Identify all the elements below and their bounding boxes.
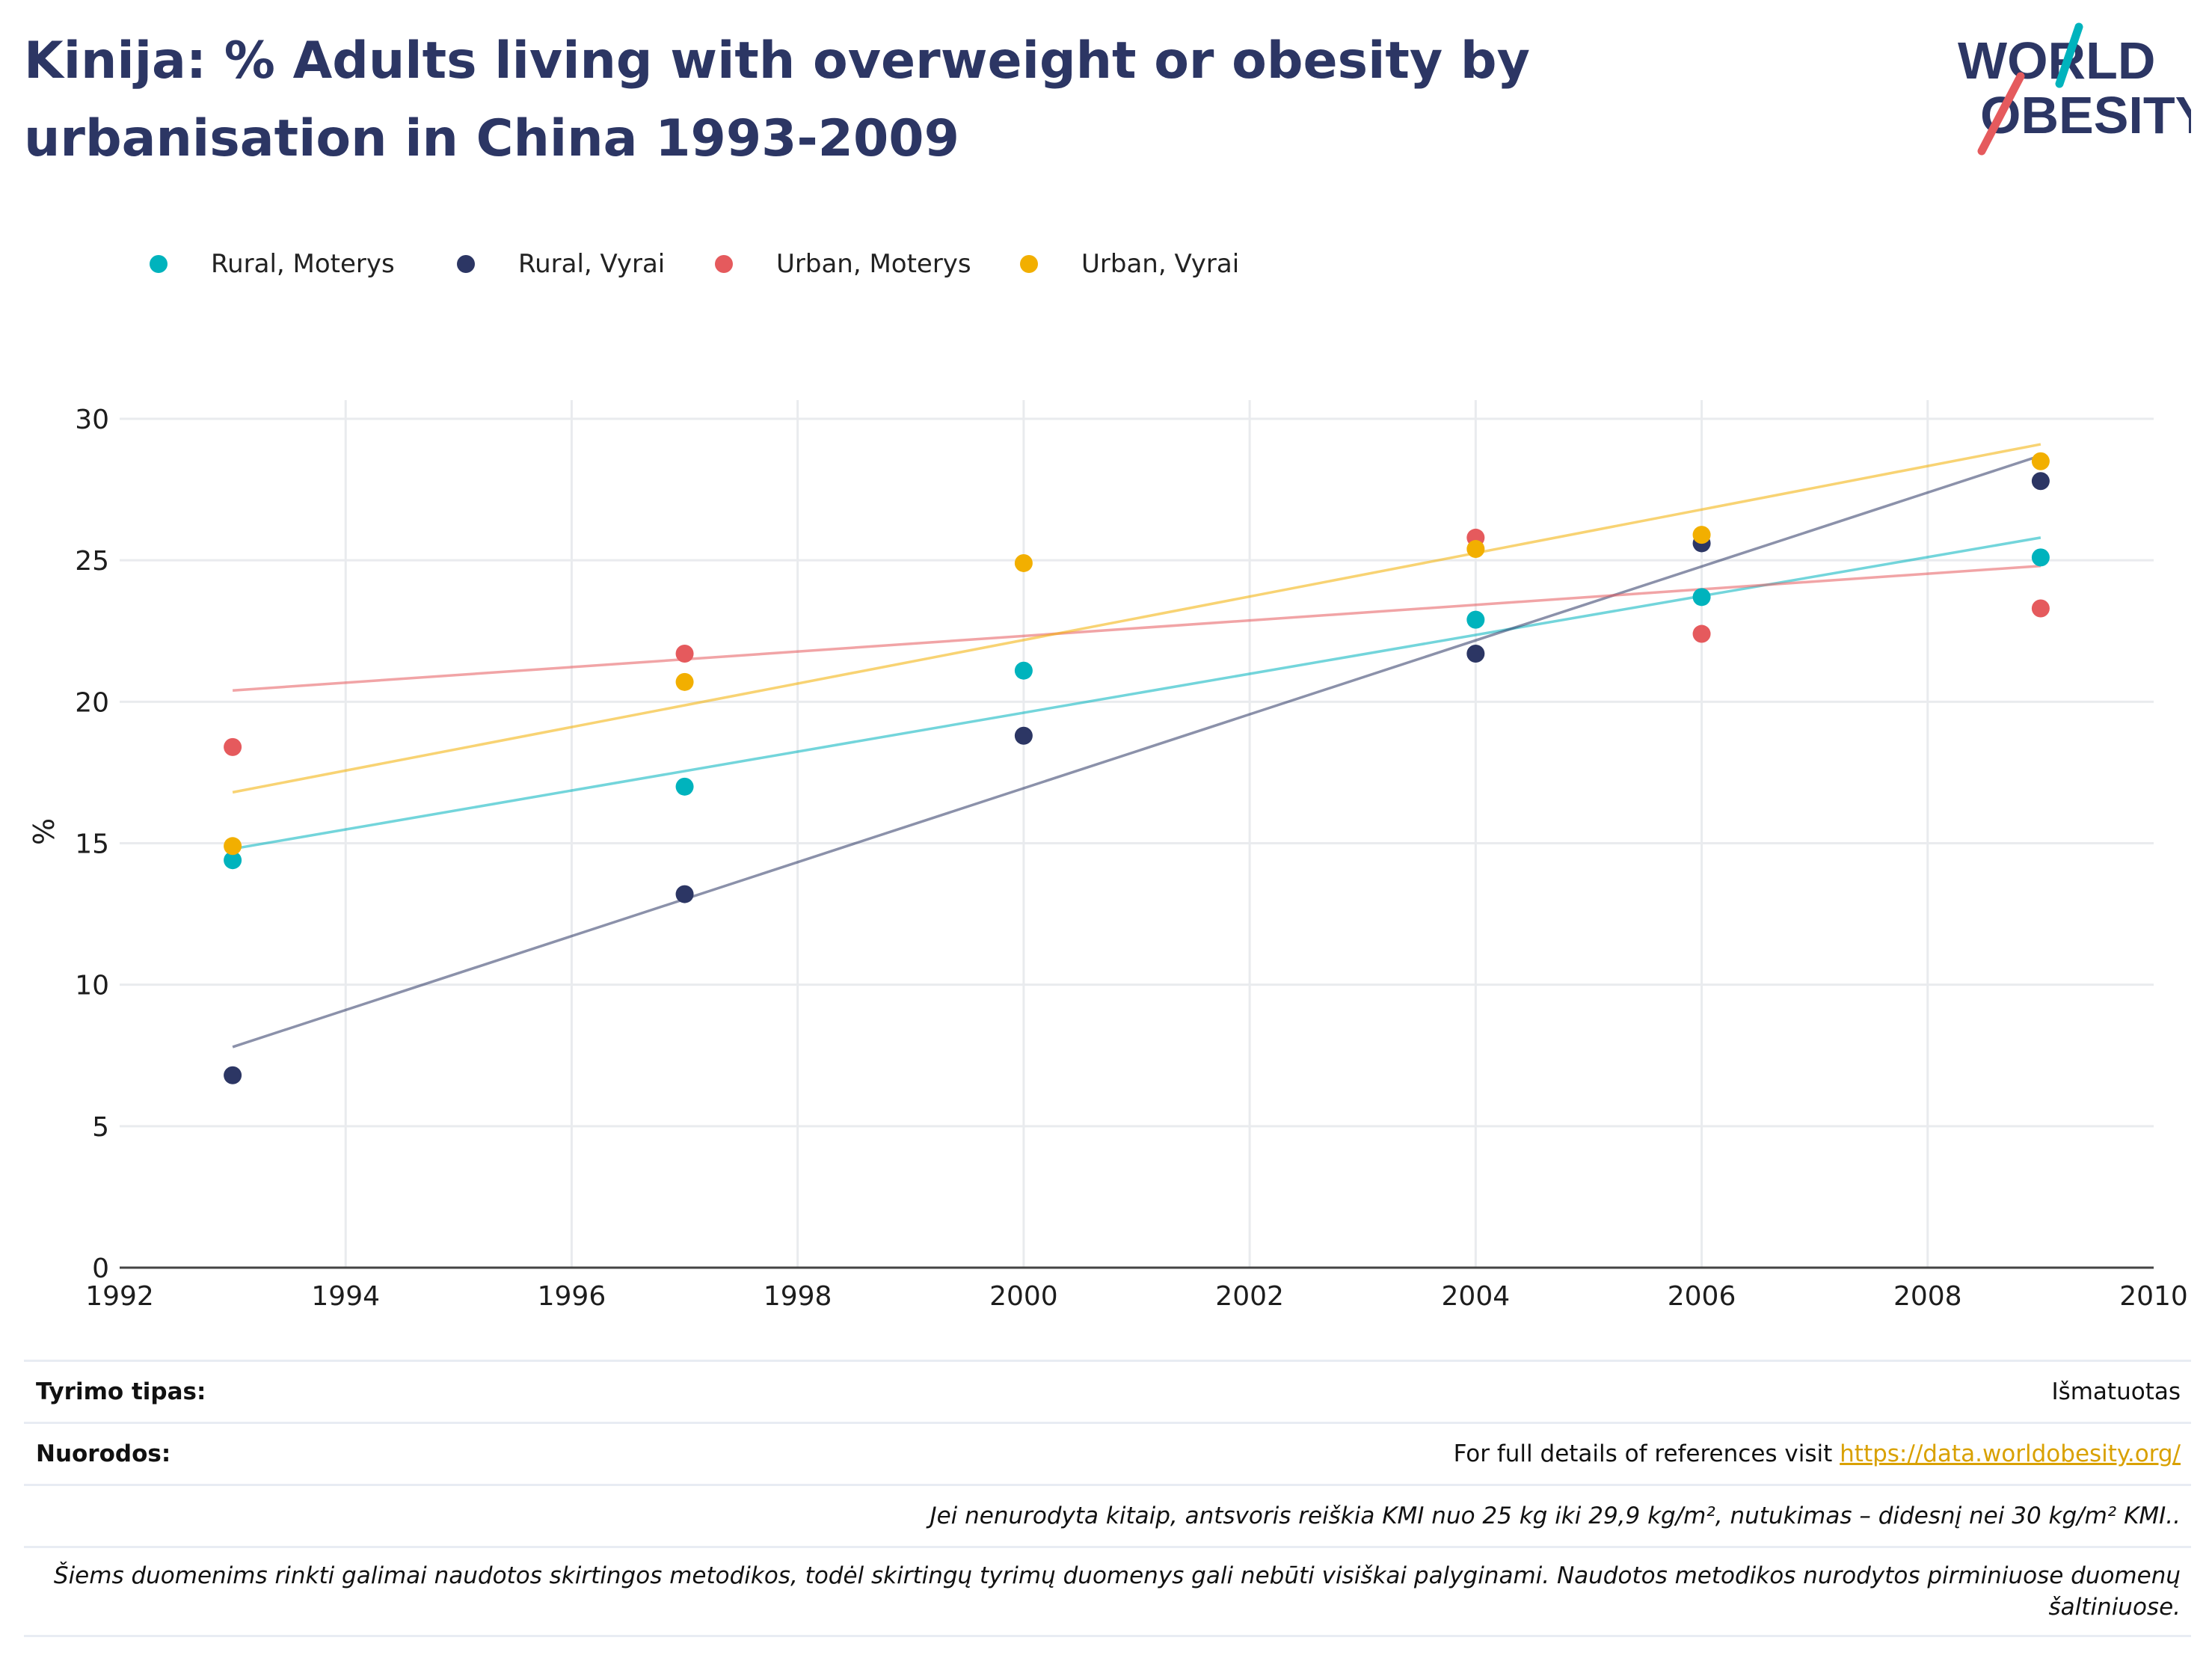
data-point[interactable] xyxy=(2031,548,2050,567)
data-point[interactable] xyxy=(1692,526,1711,544)
grid xyxy=(120,400,2154,1268)
x-tick-label: 2008 xyxy=(1893,1281,1962,1312)
methodology-note: Šiems duomenims rinkti galimai naudotos … xyxy=(24,1546,2191,1637)
metadata-table: Tyrimo tipas: Išmatuotas Nuorodos: For f… xyxy=(24,1360,2191,1637)
legend-swatch xyxy=(1020,255,1038,273)
trendlines xyxy=(232,443,2042,1049)
y-axis-title: % xyxy=(28,818,61,845)
trendline-3 xyxy=(232,443,2042,794)
definition-note: Jei nenurodyta kitaip, antsvoris reiškia… xyxy=(24,1484,2191,1546)
legend-label: Rural, Vyrai xyxy=(518,249,666,279)
data-point[interactable] xyxy=(1692,588,1711,607)
x-tick-label: 2010 xyxy=(2119,1281,2188,1312)
x-tick-label: 2002 xyxy=(1215,1281,1284,1312)
data-point[interactable] xyxy=(224,851,242,870)
y-tick-label: 5 xyxy=(92,1112,109,1143)
y-tick-label: 20 xyxy=(75,687,109,718)
references-text: For full details of references visit xyxy=(1453,1440,1840,1467)
y-tick-label: 15 xyxy=(75,829,109,860)
world-obesity-logo: WORLD OBESITY xyxy=(1958,22,2191,156)
x-tick-label: 1992 xyxy=(85,1281,154,1312)
trendline-0 xyxy=(232,536,2042,850)
data-point[interactable] xyxy=(224,837,242,856)
logo-line-2: OBESITY xyxy=(1980,86,2191,144)
legend-swatch xyxy=(715,255,733,273)
data-point[interactable] xyxy=(1692,624,1711,643)
data-point[interactable] xyxy=(675,672,694,691)
x-tick-label: 2004 xyxy=(1442,1281,1511,1312)
references-label: Nuorodos: xyxy=(36,1440,171,1467)
data-point[interactable] xyxy=(675,777,694,796)
logo-slash-red-icon xyxy=(1977,72,2025,156)
trendline-2 xyxy=(232,564,2042,692)
data-point[interactable] xyxy=(2031,452,2050,470)
legend-swatch xyxy=(150,255,168,273)
data-point[interactable] xyxy=(675,645,694,663)
logo-slash-teal-icon xyxy=(2055,22,2083,88)
data-point[interactable] xyxy=(1014,726,1033,745)
data-point[interactable] xyxy=(224,737,242,756)
trendline-1 xyxy=(232,454,2042,1049)
x-tick-label: 1996 xyxy=(538,1281,606,1312)
data-point[interactable] xyxy=(1014,553,1033,572)
data-point[interactable] xyxy=(2031,599,2050,618)
y-tick-label: 0 xyxy=(92,1253,109,1284)
y-tick-label: 30 xyxy=(75,405,109,435)
data-point[interactable] xyxy=(1466,610,1485,629)
references-link[interactable]: https://data.worldobesity.org/ xyxy=(1840,1440,2181,1467)
study-type-label: Tyrimo tipas: xyxy=(36,1378,206,1405)
x-tick-label: 2006 xyxy=(1668,1281,1736,1312)
axes: 1992 1994 1996 1998 2000 2002 2004 2006 2008 2010… xyxy=(75,405,2188,1312)
references-value: For full details of references visit htt… xyxy=(1454,1424,2181,1484)
y-tick-label: 25 xyxy=(75,546,109,577)
legend-label: Rural, Moterys xyxy=(211,249,395,279)
legend-label: Urban, Moterys xyxy=(776,249,971,279)
study-type-row: Tyrimo tipas: Išmatuotas xyxy=(24,1360,2191,1422)
legend-swatch xyxy=(457,255,475,273)
data-point[interactable] xyxy=(1466,540,1485,559)
data-point[interactable] xyxy=(1014,661,1033,680)
data-points xyxy=(224,452,2050,1084)
y-tick-label: 10 xyxy=(75,971,109,1001)
study-type-value: Išmatuotas xyxy=(2051,1378,2181,1405)
data-point[interactable] xyxy=(2031,472,2050,491)
legend-label: Urban, Vyrai xyxy=(1081,249,1240,279)
data-point[interactable] xyxy=(224,1066,242,1084)
x-tick-label: 1998 xyxy=(764,1281,832,1312)
scatter-chart: 1992 1994 1996 1998 2000 2002 2004 2006 2008 2010… xyxy=(28,400,2188,1312)
data-point[interactable] xyxy=(675,885,694,903)
references-row: Nuorodos: For full details of references… xyxy=(24,1422,2191,1484)
data-point[interactable] xyxy=(1466,645,1485,663)
chart-title: Kinija: % Adults living with overweight … xyxy=(24,31,1530,168)
x-tick-label: 1994 xyxy=(311,1281,380,1312)
x-tick-label: 2000 xyxy=(989,1281,1058,1312)
